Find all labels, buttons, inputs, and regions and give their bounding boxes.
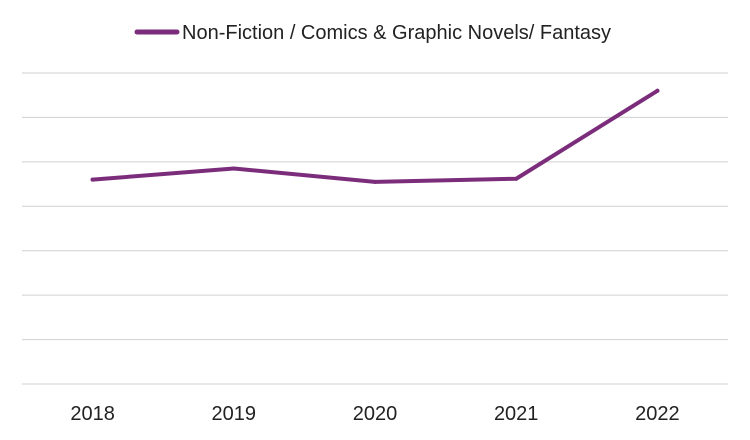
x-tick-label: 2022: [635, 403, 680, 425]
gridlines: [22, 72, 728, 385]
x-tick-label: 2020: [353, 403, 398, 425]
data-point: [655, 88, 660, 93]
x-tick-label: 2019: [212, 403, 257, 425]
data-point: [514, 176, 519, 181]
x-tick-label: 2021: [494, 403, 539, 425]
data-point: [90, 177, 95, 182]
series-group: [90, 88, 660, 184]
series-line: [90, 88, 660, 184]
data-point: [231, 166, 236, 171]
x-tick-label: 2018: [70, 403, 115, 425]
x-axis-ticks: 2018 2019 2020 2021 2022: [70, 403, 679, 425]
data-point: [373, 179, 377, 184]
legend: Non-Fiction / Comics & Graphic Novels/ F…: [134, 22, 611, 44]
legend-label: Non-Fiction / Comics & Graphic Novels/ F…: [182, 22, 611, 44]
